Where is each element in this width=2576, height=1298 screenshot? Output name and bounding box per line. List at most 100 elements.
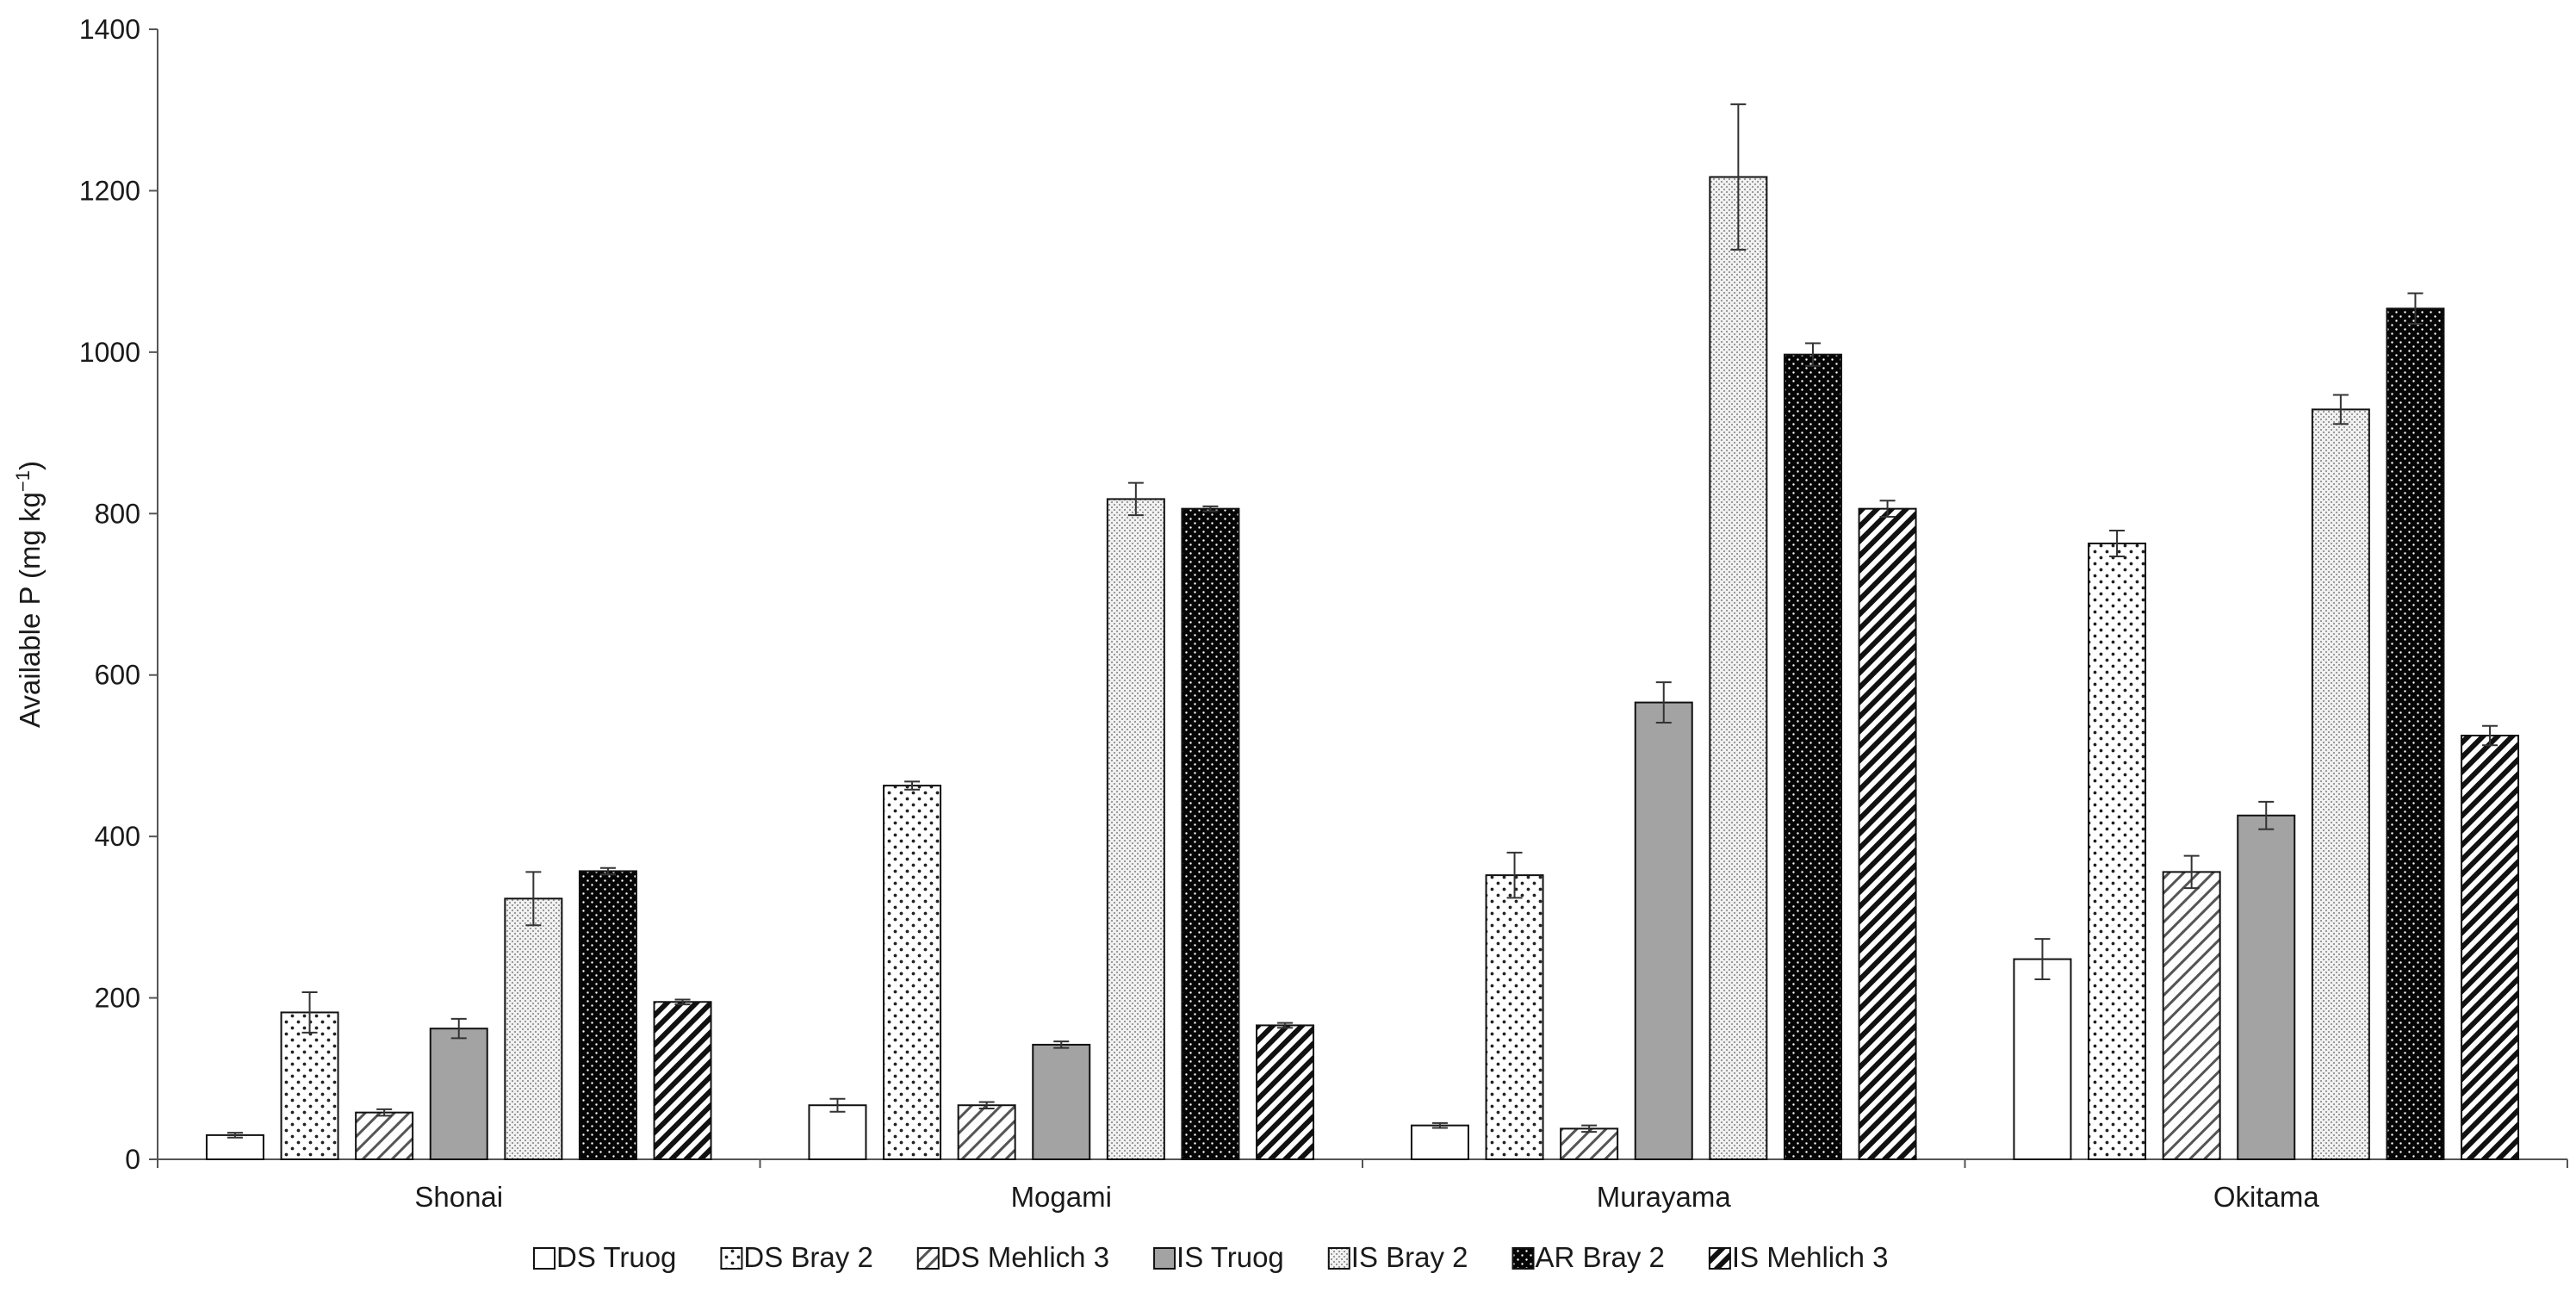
- legend-item-ds-bray-2: DS Bray 2: [720, 1241, 873, 1273]
- y-axis-title-unit-exponent: −1: [12, 470, 34, 492]
- error-bar-ds-truog-murayama: [1431, 1121, 1448, 1129]
- legend-item-ds-mehlich-3: DS Mehlich 3: [916, 1241, 1109, 1273]
- legend-item-is-mehlich-3: IS Mehlich 3: [1708, 1241, 1889, 1273]
- bar-is-truog-shonai: [429, 1028, 488, 1160]
- category-label-mogami: Mogami: [1011, 1181, 1112, 1213]
- legend-item-ar-bray-2: AR Bray 2: [1511, 1241, 1665, 1273]
- error-bar-is-truog-mogami: [1053, 1040, 1070, 1049]
- legend-label: AR Bray 2: [1536, 1241, 1665, 1273]
- legend-swatch: [1708, 1247, 1731, 1270]
- error-bars: [227, 103, 2498, 1139]
- bar-is-mehlich-3-okitama: [2461, 735, 2520, 1160]
- legend-swatch: [533, 1247, 556, 1270]
- error-bar-is-bray-2-murayama: [1730, 103, 1747, 251]
- bar-ds-truog-okitama: [2013, 958, 2072, 1161]
- bar-is-truog-okitama: [2237, 814, 2296, 1161]
- error-bar-ds-mehlich-3-mogami: [978, 1101, 995, 1109]
- bars: [205, 176, 2520, 1161]
- error-bar-ar-bray-2-mogami: [1202, 505, 1219, 512]
- bar-ds-mehlich-3-okitama: [2162, 871, 2221, 1160]
- error-bar-ds-bray-2-mogami: [904, 780, 921, 791]
- y-tick-label: 800: [95, 498, 140, 529]
- error-bar-is-bray-2-mogami: [1127, 481, 1144, 517]
- y-tick-label: 600: [95, 660, 140, 691]
- legend-label: DS Bray 2: [743, 1241, 872, 1273]
- error-bar-is-mehlich-3-shonai: [674, 998, 691, 1006]
- bar-ar-bray-2-murayama: [1783, 353, 1842, 1160]
- error-bar-ds-mehlich-3-murayama: [1581, 1124, 1598, 1133]
- x-ticks: [157, 1159, 2568, 1168]
- error-bar-ds-bray-2-shonai: [301, 991, 318, 1034]
- bar-ds-bray-2-okitama: [2088, 542, 2147, 1160]
- error-bar-ds-truog-shonai: [227, 1132, 243, 1139]
- bar-ds-truog-murayama: [1410, 1124, 1469, 1161]
- y-tick-label: 0: [125, 1144, 140, 1175]
- error-bar-is-truog-murayama: [1655, 681, 1672, 724]
- error-bar-ds-bray-2-murayama: [1506, 851, 1523, 899]
- bar-ds-bray-2-murayama: [1485, 874, 1544, 1161]
- bar-is-mehlich-3-murayama: [1858, 507, 1917, 1160]
- y-axis-title-main: Available P (mg kg: [14, 492, 46, 728]
- error-bar-ar-bray-2-okitama: [2407, 292, 2424, 326]
- legend-swatch: [1153, 1247, 1176, 1270]
- error-bar-is-mehlich-3-murayama: [1879, 500, 1896, 519]
- bar-is-truog-murayama: [1634, 701, 1693, 1160]
- category-label-shonai: Shonai: [414, 1181, 503, 1213]
- bar-is-bray-2-mogami: [1106, 498, 1165, 1160]
- bar-is-bray-2-murayama: [1709, 176, 1768, 1160]
- y-axis-title-close: ): [14, 461, 46, 470]
- bar-ar-bray-2-mogami: [1181, 507, 1240, 1160]
- error-bar-ds-bray-2-okitama: [2109, 529, 2126, 557]
- bar-is-mehlich-3-mogami: [1256, 1024, 1315, 1161]
- bar-is-bray-2-okitama: [2311, 408, 2370, 1160]
- error-bar-ar-bray-2-shonai: [599, 866, 616, 876]
- error-bar-is-mehlich-3-okitama: [2482, 724, 2498, 747]
- bar-ds-bray-2-shonai: [280, 1011, 339, 1160]
- error-bar-is-bray-2-okitama: [2332, 394, 2349, 425]
- legend-item-ds-truog: DS Truog: [533, 1241, 676, 1273]
- bar-is-mehlich-3-shonai: [653, 1001, 712, 1161]
- legend: DS Truog DS Bray 2 DS Mehlich 3 IS Truog IS …: [533, 1241, 1889, 1273]
- category-labels: Shonai Mogami Murayama Okitama: [414, 1181, 2319, 1213]
- legend-label: IS Bray 2: [1351, 1241, 1468, 1273]
- y-tick-label: 1400: [79, 14, 140, 45]
- legend-label: DS Mehlich 3: [940, 1241, 1109, 1273]
- bar-is-truog-mogami: [1032, 1043, 1091, 1160]
- legend-swatch: [720, 1247, 743, 1270]
- legend-swatch: [1511, 1247, 1535, 1270]
- legend-label: DS Truog: [556, 1241, 676, 1273]
- legend-swatch: [916, 1247, 940, 1270]
- legend-swatch: [1327, 1247, 1350, 1270]
- y-tick-label: 200: [95, 983, 140, 1014]
- category-label-murayama: Murayama: [1597, 1181, 1732, 1213]
- legend-item-is-truog: IS Truog: [1153, 1241, 1284, 1273]
- error-bar-is-mehlich-3-mogami: [1277, 1022, 1294, 1029]
- bar-ds-mehlich-3-murayama: [1560, 1127, 1619, 1160]
- y-tick-label: 1000: [79, 337, 140, 368]
- y-tick-label: 400: [95, 821, 140, 852]
- error-bar-ar-bray-2-murayama: [1804, 342, 1821, 367]
- error-bar-ds-mehlich-3-okitama: [2183, 854, 2200, 890]
- error-bar-is-truog-shonai: [450, 1017, 467, 1040]
- bar-ds-bray-2-mogami: [883, 785, 942, 1160]
- bar-ar-bray-2-shonai: [578, 870, 637, 1160]
- error-bar-is-bray-2-shonai: [525, 871, 542, 927]
- error-bar-ds-truog-okitama: [2034, 938, 2051, 981]
- error-bar-is-truog-okitama: [2258, 800, 2275, 830]
- y-axis-title: Available P (mg kg−1): [12, 461, 46, 728]
- error-bar-ds-truog-mogami: [829, 1097, 846, 1113]
- bar-ar-bray-2-okitama: [2386, 307, 2445, 1161]
- bar-ds-truog-mogami: [808, 1104, 867, 1160]
- y-ticks: 0 200 400 600 800 1000 1200 1400: [79, 14, 158, 1175]
- bar-ds-truog-shonai: [205, 1133, 264, 1161]
- legend-label: IS Mehlich 3: [1732, 1241, 1889, 1273]
- error-bar-ds-mehlich-3-shonai: [376, 1108, 393, 1117]
- bar-ds-mehlich-3-shonai: [355, 1111, 414, 1161]
- bar-ds-mehlich-3-mogami: [957, 1104, 1016, 1160]
- category-label-okitama: Okitama: [2213, 1181, 2320, 1213]
- bar-is-bray-2-shonai: [504, 897, 563, 1160]
- legend-item-is-bray-2: IS Bray 2: [1327, 1241, 1468, 1273]
- legend-label: IS Truog: [1176, 1241, 1284, 1273]
- y-tick-label: 1200: [79, 175, 140, 206]
